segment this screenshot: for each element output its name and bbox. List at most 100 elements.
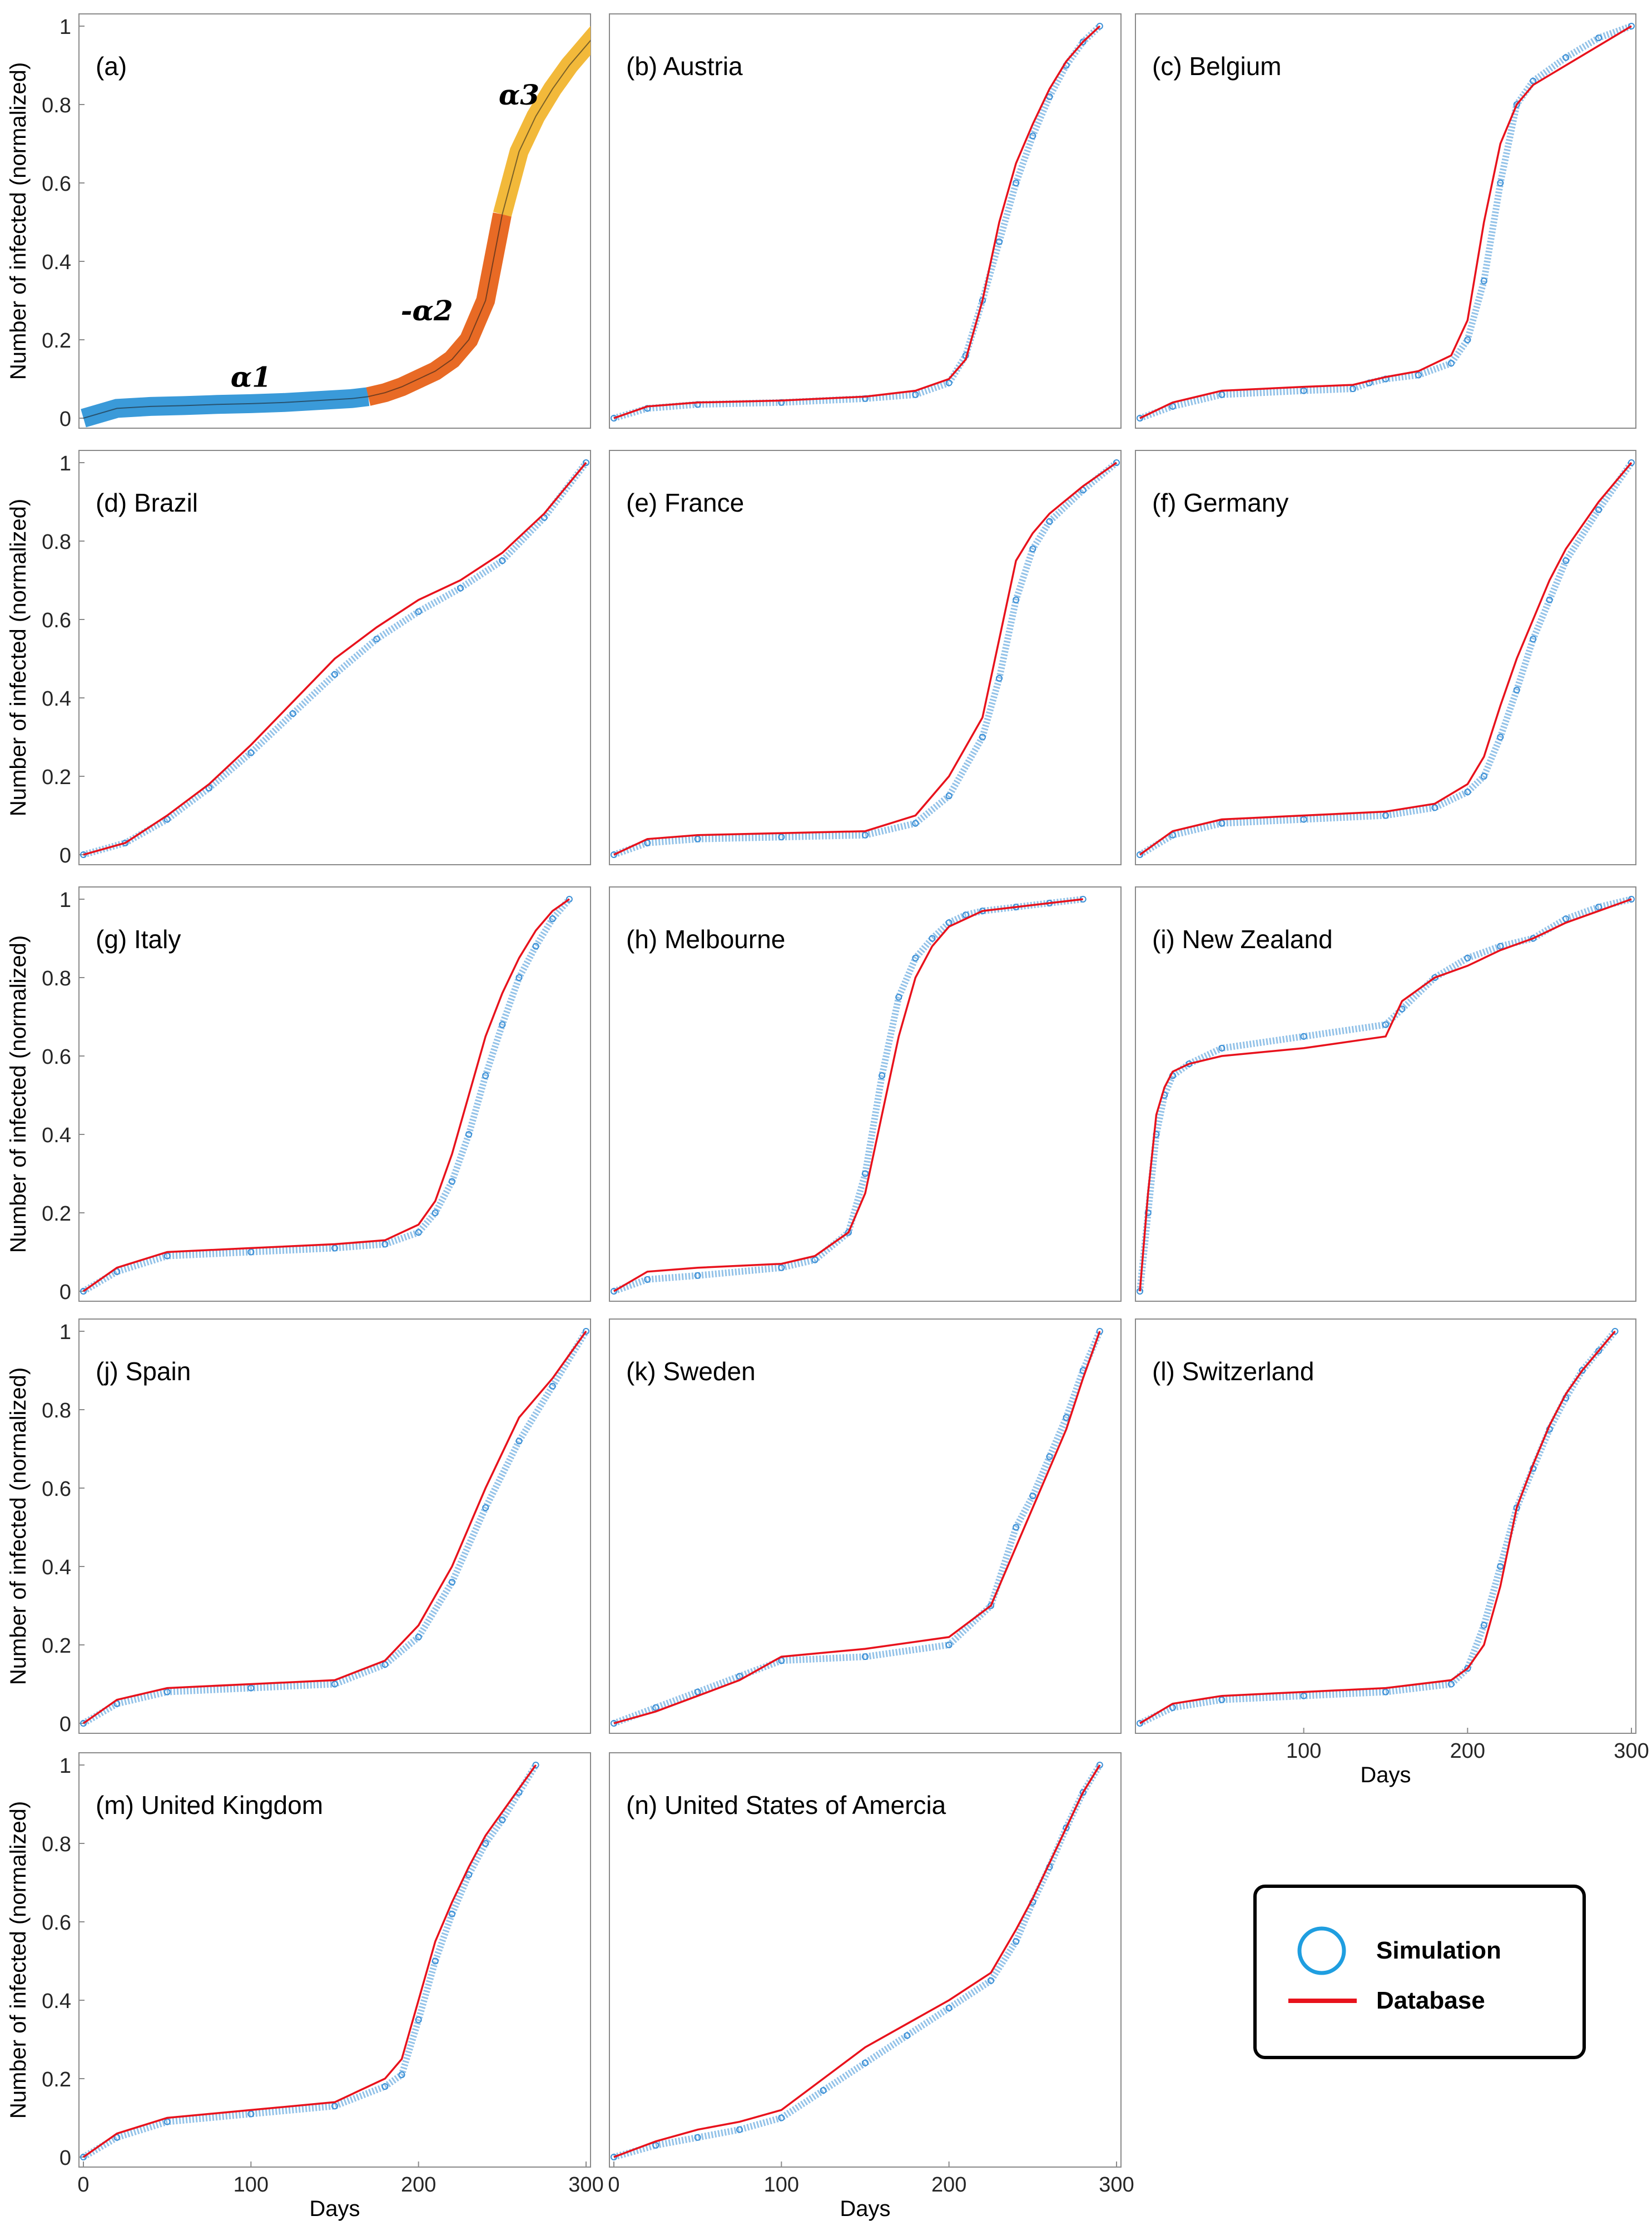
- x-tick-label: 300: [1614, 1739, 1649, 1763]
- simulation-point: [1562, 915, 1570, 923]
- y-tick-label: 0.4: [42, 687, 71, 711]
- simulation-point: [1137, 415, 1143, 422]
- simulation-point: [1562, 54, 1570, 61]
- y-tick-label: 0.6: [42, 1911, 71, 1935]
- axes-frame: [1135, 13, 1636, 429]
- chart-panel: 100 200 300 Days (l) Switzerland: [1135, 1318, 1649, 1787]
- y-tick-label: 0: [59, 1713, 71, 1736]
- simulation-point: [1096, 23, 1103, 29]
- database-series: [1139, 1330, 1616, 1724]
- simulation-point: [611, 851, 617, 858]
- simulation-point: [482, 1840, 489, 1847]
- simulation-point: [1415, 371, 1422, 379]
- y-tick-label: 0.2: [42, 1634, 71, 1658]
- axes-frame: [1135, 450, 1636, 865]
- simulation-point: [515, 974, 523, 981]
- panel-label: (j) Spain: [96, 1357, 191, 1386]
- simulation-point: [904, 2032, 911, 2039]
- x-tick-label: 200: [1450, 1739, 1485, 1763]
- simulation-point: [381, 1241, 389, 1248]
- simulation-point: [820, 2087, 827, 2094]
- simulation-series: [612, 1330, 1103, 1727]
- axes-frame: [78, 13, 591, 429]
- simulation-point: [1595, 34, 1603, 42]
- simulation-series: [81, 1763, 539, 2160]
- axes-frame: [609, 886, 1122, 1302]
- simulation-point: [247, 2110, 255, 2118]
- x-axis-label: Days: [840, 2197, 890, 2221]
- simulation-point: [1029, 1493, 1036, 1500]
- simulation-point: [499, 557, 506, 564]
- chart-panel: (c) Belgium: [1135, 13, 1636, 429]
- simulation-point: [1113, 459, 1120, 466]
- simulation-point: [1218, 391, 1226, 398]
- legend: Simulation Database: [1253, 1885, 1586, 2059]
- phase-centerline: [502, 39, 591, 215]
- simulation-point: [912, 954, 919, 961]
- axes-frame: [609, 1752, 1122, 2168]
- simulation-point: [945, 379, 952, 386]
- simulation-point: [1218, 1044, 1226, 1052]
- simulation-point: [1382, 1688, 1389, 1696]
- simulation-point: [845, 1229, 852, 1236]
- simulation-point: [398, 2071, 405, 2078]
- y-tick-label: 0.2: [42, 329, 71, 353]
- simulation-point: [163, 2118, 171, 2125]
- simulation-point: [373, 636, 380, 643]
- chart-panel: (f) Germany: [1135, 450, 1636, 865]
- simulation-point: [1595, 904, 1603, 911]
- simulation-point: [1382, 1021, 1389, 1028]
- simulation-point: [448, 1178, 455, 1185]
- plot-area: [611, 459, 1120, 858]
- panel-label: (n) United States of Amercia: [626, 1791, 946, 1820]
- simulation-point: [652, 2141, 659, 2149]
- y-tick-label: 0.6: [42, 172, 71, 196]
- simulation-point: [415, 608, 422, 615]
- simulation-series: [1138, 1329, 1618, 1727]
- simulation-point: [1464, 789, 1471, 796]
- simulation-point: [611, 1288, 617, 1295]
- simulation-point: [549, 1382, 556, 1390]
- simulation-series: [613, 23, 1102, 422]
- simulation-point: [1382, 812, 1389, 819]
- simulation-point: [996, 675, 1003, 682]
- simulation-series: [1138, 460, 1634, 858]
- simulation-point: [1497, 733, 1504, 741]
- simulation-point: [381, 2083, 389, 2090]
- y-tick-label: 0.8: [42, 1833, 71, 1856]
- chart-panel: 0 0.2 0.4 0.6 0.8 1 0 100 200 300 Number of infect…: [6, 1752, 604, 2221]
- simulation-point: [1464, 336, 1471, 343]
- simulation-point: [1497, 943, 1504, 950]
- simulation-point: [694, 835, 701, 842]
- simulation-point: [811, 1256, 818, 1263]
- simulation-point: [1595, 1347, 1603, 1355]
- simulation-point: [1628, 459, 1635, 466]
- panel-label: (i) New Zealand: [1152, 925, 1333, 954]
- simulation-point: [381, 1661, 389, 1668]
- simulation-series: [1137, 896, 1633, 1292]
- panel-label: (h) Melbourne: [626, 925, 785, 954]
- simulation-point: [431, 1957, 439, 1965]
- simulation-point: [448, 1910, 455, 1917]
- axes-frame: [78, 886, 591, 1302]
- y-tick-label: 0.6: [42, 1478, 71, 1501]
- simulation-point: [652, 1704, 659, 1711]
- simulation-point: [979, 733, 986, 741]
- plot-area: [1137, 23, 1635, 422]
- simulation-point: [1013, 180, 1020, 186]
- simulation-point: [80, 1288, 87, 1295]
- chart-panel: 0 0.2 0.4 0.6 0.8 1 Number of infected (normal…: [6, 13, 591, 431]
- simulation-point: [929, 935, 936, 942]
- simulation-point: [945, 1642, 952, 1648]
- chart-panel: (i) New Zealand: [1135, 886, 1636, 1302]
- panel-label: (f) Germany: [1152, 488, 1288, 517]
- y-tick-label: 1: [59, 889, 71, 912]
- simulation-point: [1144, 1209, 1152, 1216]
- simulation-point: [415, 1633, 422, 1640]
- simulation-point: [694, 2134, 701, 2141]
- panel-label: (k) Sweden: [626, 1357, 756, 1386]
- simulation-point: [1063, 1414, 1070, 1421]
- y-tick-label: 1: [59, 16, 71, 39]
- simulation-point: [778, 2114, 785, 2121]
- simulation-point: [1300, 1692, 1307, 1699]
